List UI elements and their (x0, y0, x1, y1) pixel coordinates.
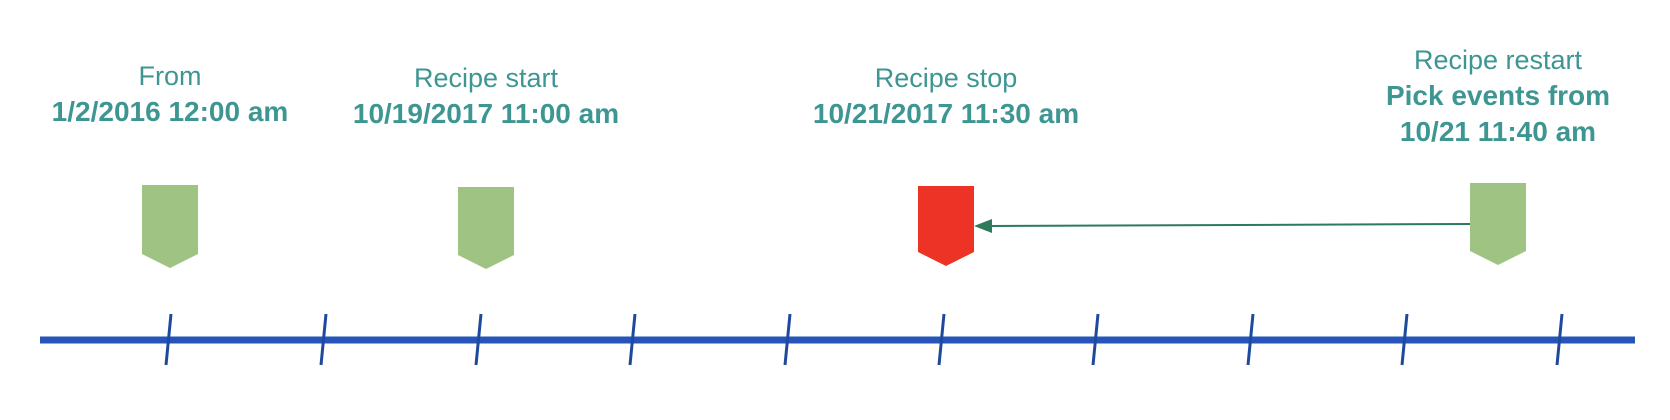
timeline-tick (319, 313, 328, 366)
event-markers (142, 183, 1526, 269)
restart-arrow-line (989, 223, 1471, 227)
timeline-tick (1091, 313, 1100, 366)
restart-arrow-layer (974, 219, 1471, 233)
timeline-tick (937, 313, 946, 366)
event-marker-recipe-stop (918, 186, 974, 266)
event-caption-recipe-restart: Recipe restart (1413, 45, 1583, 75)
event-marker-from (142, 185, 198, 268)
timeline-tick (474, 313, 483, 366)
event-date-recipe-restart: 10/21 11:40 am (1399, 116, 1597, 147)
restart-arrow-head (974, 219, 992, 233)
event-label-recipe-restart: Recipe restart Pick events from 10/21 11… (1386, 42, 1610, 150)
event-date-from: 1/2/2016 12:00 am (51, 96, 289, 127)
event-caption-recipe-stop: Recipe stop (874, 63, 1018, 93)
timeline-tick (1555, 313, 1564, 366)
event-caption-recipe-start: Recipe start (413, 63, 559, 93)
event-marker-recipe-start (458, 187, 514, 269)
timeline-tick (1246, 313, 1255, 366)
timeline-tick (783, 313, 792, 366)
event-label-recipe-stop: Recipe stop 10/21/2017 11:30 am (813, 60, 1079, 132)
timeline-tick (628, 313, 637, 366)
event-date-recipe-start: 10/19/2017 11:00 am (352, 98, 620, 129)
event-caption-from: From (138, 61, 202, 91)
event-label-recipe-start: Recipe start 10/19/2017 11:00 am (353, 60, 619, 132)
event-marker-recipe-restart (1470, 183, 1526, 265)
event-pick-events-line: Pick events from (1385, 80, 1611, 111)
event-date-recipe-stop: 10/21/2017 11:30 am (812, 98, 1080, 129)
event-label-from: From 1/2/2016 12:00 am (52, 58, 289, 130)
timeline-tick (1400, 313, 1409, 366)
timeline-ticks (164, 313, 1564, 366)
timeline-tick (164, 313, 173, 366)
